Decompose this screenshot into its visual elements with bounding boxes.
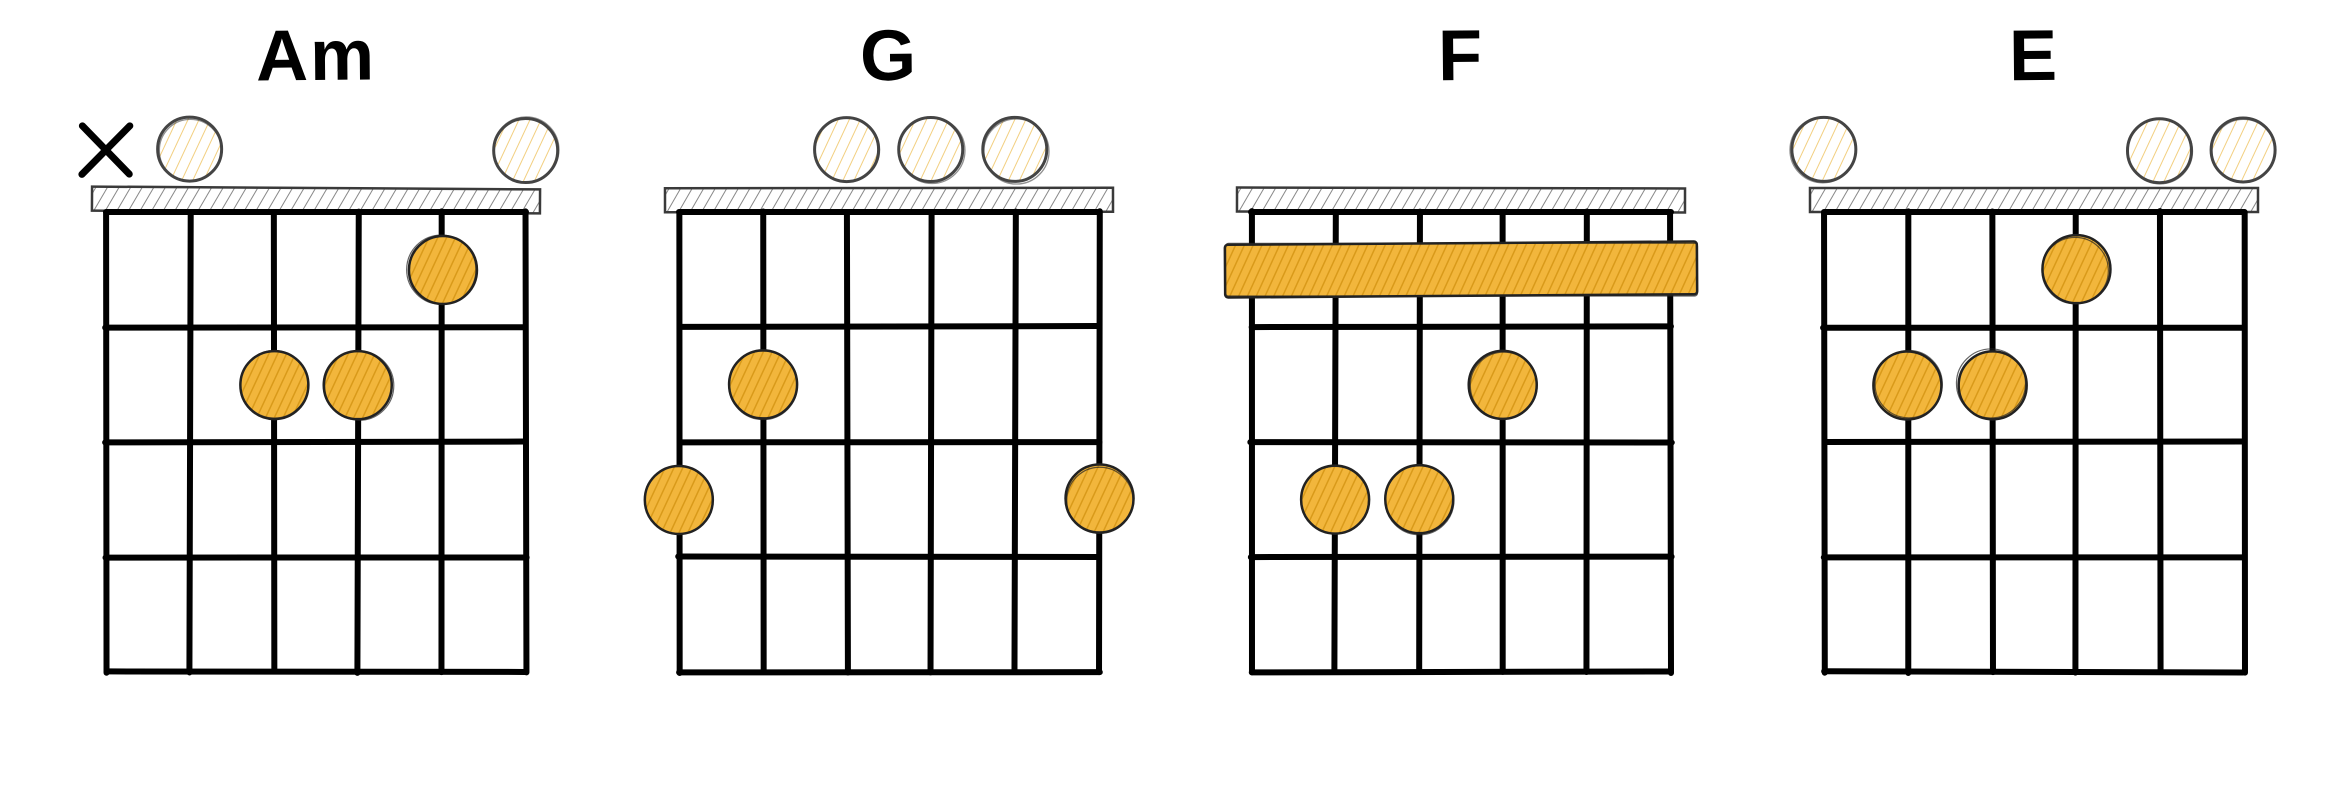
chord-name-label: F <box>1438 20 1485 92</box>
fret-line <box>1252 671 1671 672</box>
chord-name-label: Am <box>256 19 377 92</box>
chord-chart-row: Am G F E <box>0 0 2350 800</box>
fretboard <box>1794 122 2274 742</box>
fretboard <box>649 122 1129 742</box>
nut <box>665 188 1113 212</box>
nut <box>1237 188 1685 213</box>
barre <box>1225 241 1697 297</box>
fretboard <box>1221 122 1701 742</box>
finger-dot <box>1958 351 2026 419</box>
chord-diagram: F <box>1201 20 1721 742</box>
fret-line <box>107 671 526 672</box>
chord-diagram: G <box>629 20 1149 742</box>
chord-diagram: E <box>1774 20 2294 742</box>
fret-line <box>678 556 1099 557</box>
fret-line <box>105 442 525 443</box>
chord-name-label: E <box>2008 20 2059 92</box>
chord-diagram: Am <box>56 20 576 742</box>
fretboard <box>76 122 556 742</box>
fret-line <box>1824 671 2243 672</box>
chord-name-label: G <box>859 20 918 93</box>
nut <box>1810 188 2258 212</box>
muted-string-marker <box>82 126 130 175</box>
fret-line <box>679 326 1097 327</box>
fret-line <box>1252 326 1671 327</box>
